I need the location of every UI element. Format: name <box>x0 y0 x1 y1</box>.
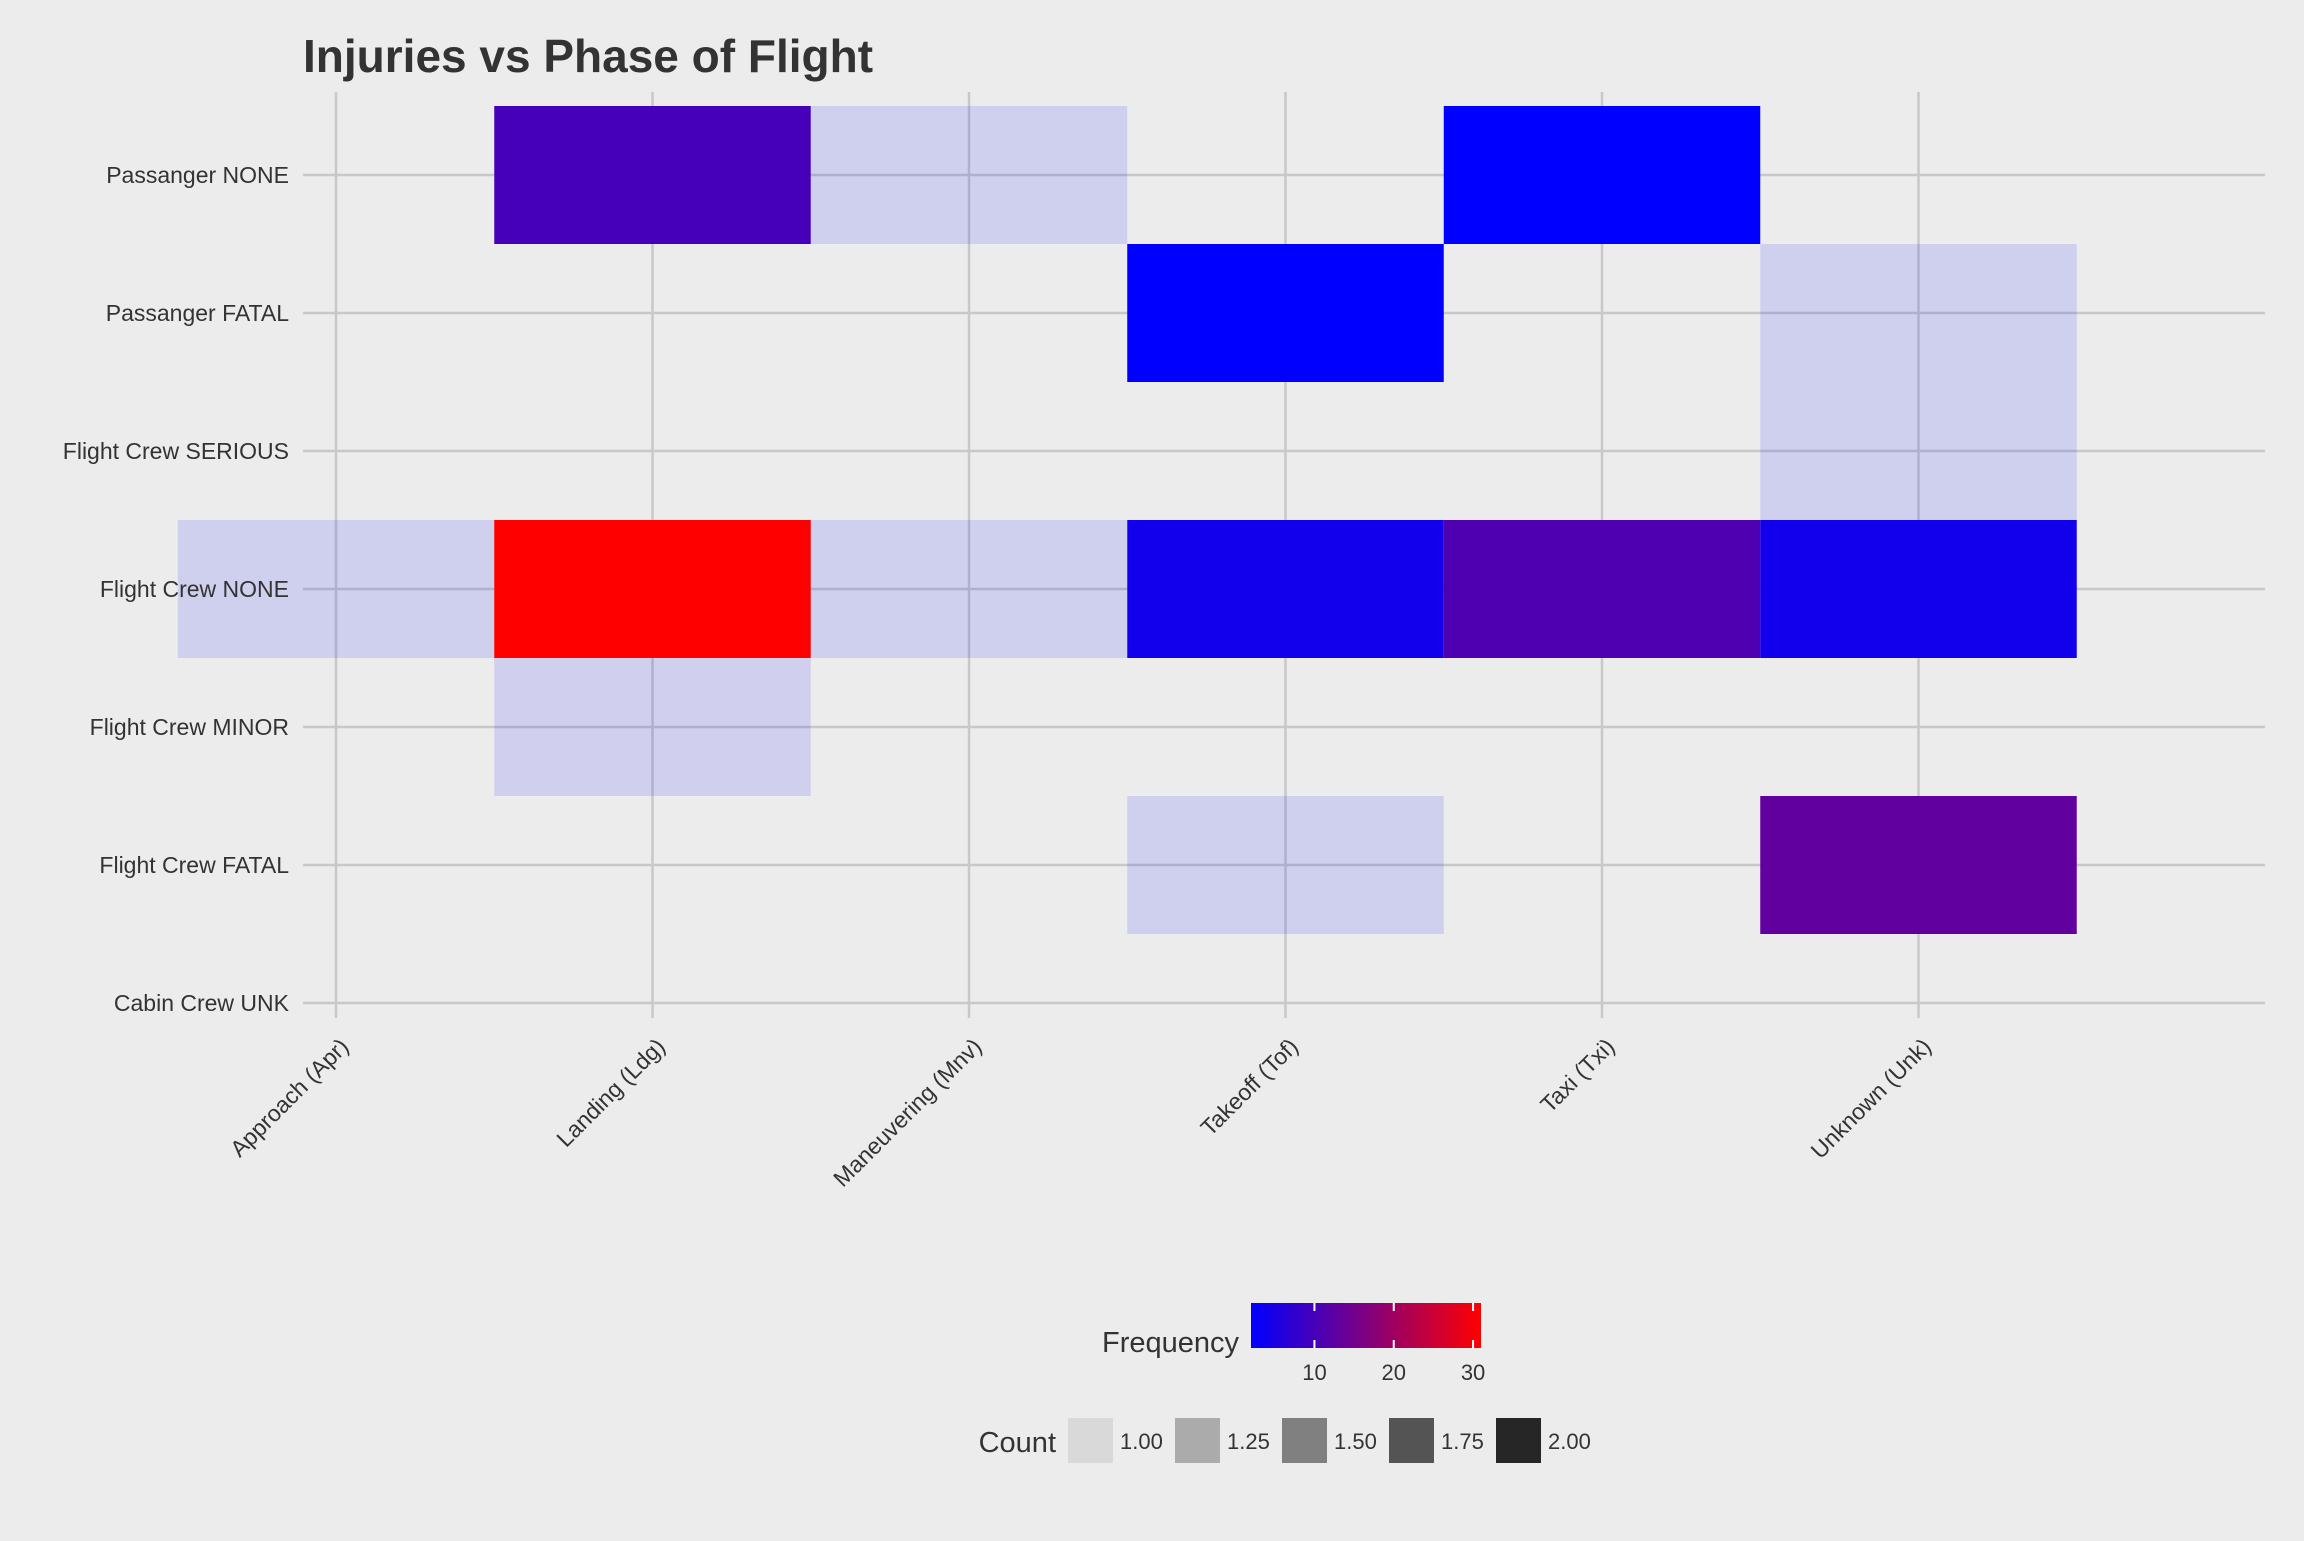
count-legend-swatch <box>1282 1418 1327 1463</box>
colorbar-tick-label: 20 <box>1382 1360 1406 1385</box>
x-tick-label: Landing (Ldg) <box>551 1033 670 1152</box>
heatmap-cell <box>1760 520 2077 658</box>
x-tick-label: Takeoff (Tof) <box>1195 1033 1303 1141</box>
y-tick-label: Flight Crew MINOR <box>90 714 289 740</box>
legend-layer: Frequency 10 20 30 Count 1.00 1.25 1.50 1.75 2.00 <box>979 1303 1591 1463</box>
y-tick-label: Flight Crew SERIOUS <box>63 438 289 464</box>
count-legend-label: 1.75 <box>1441 1429 1484 1454</box>
heatmap-cell <box>810 106 1128 244</box>
heatmap-cell <box>177 520 495 658</box>
frequency-colorbar <box>1251 1303 1481 1348</box>
y-tick-label: Cabin Crew UNK <box>114 990 290 1016</box>
x-tick-label: Unknown (Unk) <box>1806 1033 1936 1163</box>
frequency-legend-title: Frequency <box>1102 1327 1240 1359</box>
count-legend-swatch <box>1068 1418 1113 1463</box>
axis-layer: Passanger NONE Passanger FATAL Flight Crew… <box>63 162 1936 1192</box>
heatmap-cell <box>494 658 811 796</box>
x-tick-label: Taxi (Txi) <box>1535 1033 1619 1117</box>
chart-title: Injuries vs Phase of Flight <box>303 30 873 82</box>
heatmap-cell <box>1127 520 1444 658</box>
count-legend-title: Count <box>979 1427 1056 1459</box>
heatmap-cell <box>1127 244 1444 382</box>
colorbar-tick-label: 30 <box>1461 1360 1485 1385</box>
y-tick-label: Passanger NONE <box>106 162 289 188</box>
heatmap-cell <box>1760 796 2077 934</box>
heatmap-cell <box>1760 382 2077 520</box>
count-legend-label: 1.25 <box>1227 1429 1270 1454</box>
heatmap-cell <box>1443 520 1761 658</box>
count-legend-label: 1.00 <box>1120 1429 1163 1454</box>
count-legend-label: 1.50 <box>1334 1429 1377 1454</box>
heatmap-cell <box>494 520 811 658</box>
heatmap-cell <box>494 106 811 244</box>
y-tick-label: Passanger FATAL <box>106 300 289 326</box>
cell-layer <box>177 106 2077 934</box>
heatmap-cell <box>1127 796 1444 934</box>
x-tick-label: Approach (Apr) <box>225 1033 354 1162</box>
count-legend-swatch <box>1175 1418 1220 1463</box>
count-legend-swatch <box>1496 1418 1541 1463</box>
y-tick-label: Flight Crew NONE <box>100 576 289 602</box>
heatmap-cell <box>1443 106 1761 244</box>
count-legend-label: 2.00 <box>1548 1429 1591 1454</box>
count-legend-swatch <box>1389 1418 1434 1463</box>
x-tick-label: Maneuvering (Mnv) <box>828 1033 986 1191</box>
colorbar-tick-label: 10 <box>1302 1360 1326 1385</box>
heatmap-cell <box>1760 244 2077 382</box>
y-tick-label: Flight Crew FATAL <box>99 852 289 878</box>
heatmap-cell <box>810 520 1128 658</box>
